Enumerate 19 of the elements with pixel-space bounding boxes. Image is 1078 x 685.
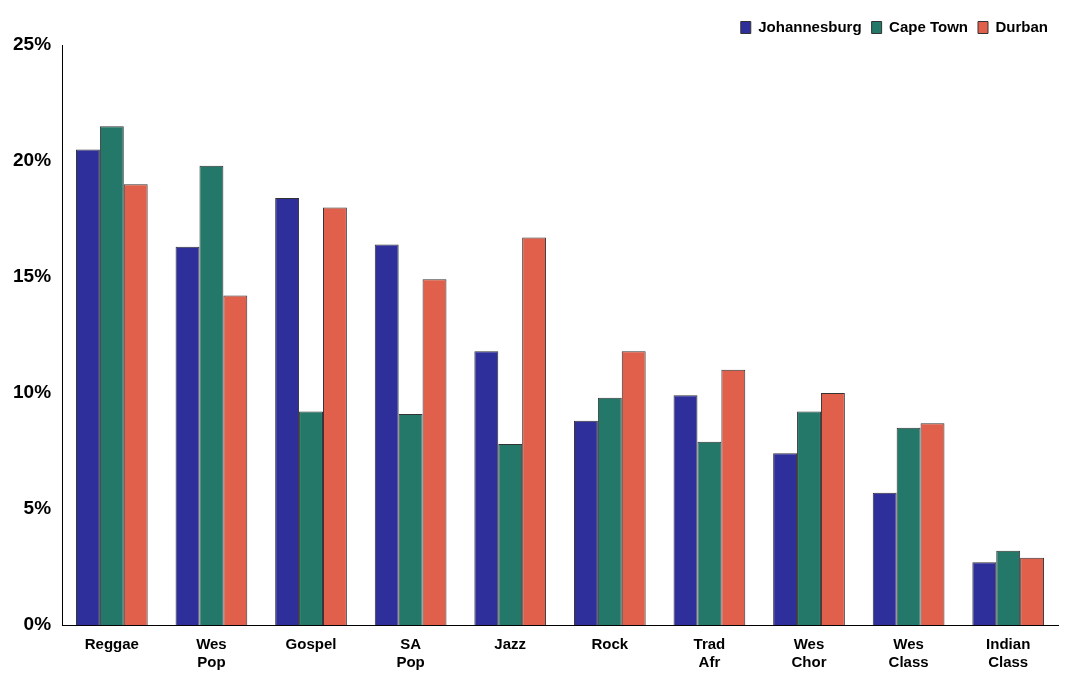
y-tick-label: 15% — [13, 265, 52, 287]
legend-label: Durban — [995, 17, 1048, 35]
legend-label: Johannesburg — [758, 17, 862, 35]
x-tick-label: Indian Class — [986, 635, 1031, 671]
legend-label: Cape Town — [889, 17, 968, 35]
x-tick-label: Jazz — [494, 635, 527, 653]
y-tick-label: 10% — [13, 381, 52, 403]
x-tick-label: Wes Class — [888, 635, 929, 671]
x-tick-label: Wes Chor — [791, 635, 827, 671]
y-tick-label: 25% — [13, 33, 52, 55]
y-tick-label: 0% — [23, 613, 52, 635]
x-tick-label: Reggae — [84, 635, 139, 653]
x-tick-label: Trad Afr — [693, 635, 726, 671]
y-tick-label: 5% — [23, 497, 52, 519]
x-tick-label: Gospel — [285, 635, 337, 653]
x-tick-label: SA Pop — [396, 635, 425, 671]
y-tick-label: 20% — [13, 149, 52, 171]
x-tick-label: Rock — [591, 635, 629, 653]
x-tick-label: Wes Pop — [196, 635, 227, 671]
